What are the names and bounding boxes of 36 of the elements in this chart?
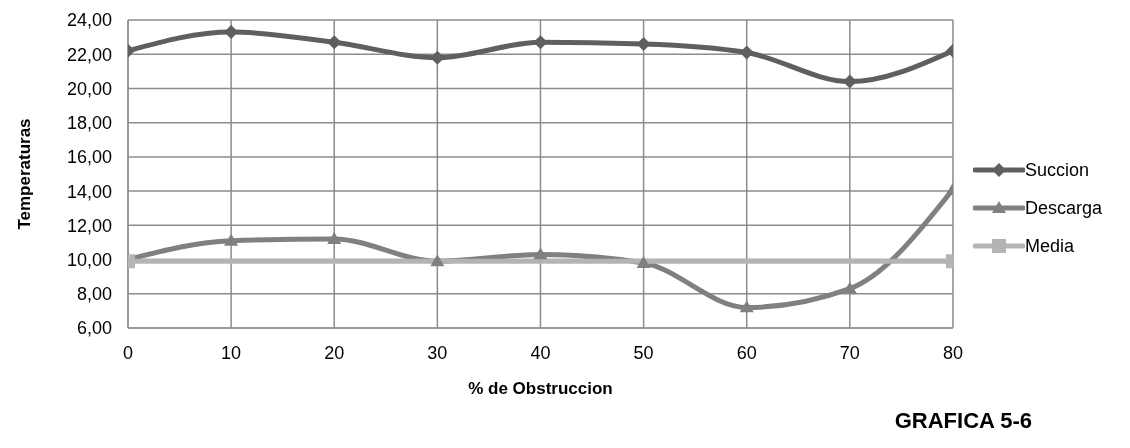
x-tick-label: 30 [427, 342, 448, 363]
point [327, 35, 342, 50]
x-tick-label: 20 [324, 342, 345, 363]
x-tick-label: 0 [122, 342, 134, 363]
y-tick-label: 10,00 [66, 249, 112, 270]
x-tick-label: 10 [221, 342, 242, 363]
point [533, 247, 548, 260]
y-axis-title: Temperaturas [15, 118, 35, 230]
y-tick-label: 20,00 [66, 78, 112, 99]
point [842, 74, 857, 89]
point [327, 232, 342, 244]
legend-label: Descarga [1024, 197, 1102, 219]
y-tick-label: 6,00 [76, 318, 112, 339]
x-tick-label: 70 [839, 342, 860, 363]
x-axis-title: % de Obstruccion [468, 379, 613, 398]
y-tick-label: 8,00 [76, 284, 112, 305]
y-tick-label: 22,00 [66, 44, 112, 65]
point [430, 254, 445, 267]
x-tick-label: 60 [736, 342, 757, 363]
y-tick-label: 24,00 [66, 10, 112, 31]
y-tick-label: 16,00 [66, 147, 112, 168]
legend-label: Media [1024, 235, 1074, 257]
point [739, 300, 754, 313]
y-tick-label: 12,00 [66, 215, 112, 236]
x-tick-label: 80 [942, 342, 963, 363]
point [224, 233, 239, 246]
point [636, 36, 651, 51]
y-tick-label: 18,00 [66, 113, 112, 134]
x-tick-label: 40 [530, 342, 551, 363]
legend-label: Succion [1024, 159, 1089, 181]
y-tick-label: 14,00 [66, 181, 112, 202]
x-tick-label: 50 [633, 342, 654, 363]
point [842, 281, 857, 294]
point [739, 45, 754, 60]
point [636, 255, 651, 268]
text: GRAFICA 5-6 [894, 408, 1032, 434]
